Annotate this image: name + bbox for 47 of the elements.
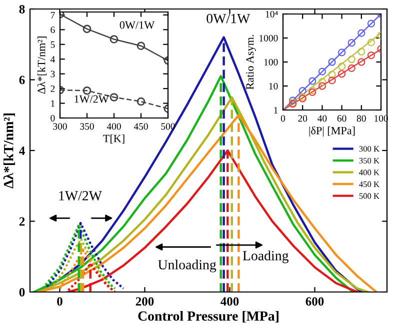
- annotation: 1W/2W: [59, 191, 102, 200]
- y-tick-label: 2: [50, 85, 55, 92]
- annotation: 1W/2W: [74, 95, 109, 103]
- y-tick-label: 6: [19, 76, 25, 84]
- x-tick-label: 60: [337, 115, 346, 122]
- y-tick-label: 4: [50, 56, 55, 62]
- annotation: 0W/1W: [206, 14, 250, 24]
- y-tick-label: 2: [19, 217, 25, 226]
- y-tick-label: 5: [50, 41, 55, 48]
- x-tick-label: 300: [53, 123, 67, 130]
- y-tick-label: 3: [50, 70, 55, 78]
- y-tick-label: 1000: [260, 34, 278, 42]
- x-axis-title: |δP| [MPa]: [309, 126, 355, 137]
- y-tick-label: 7: [50, 12, 55, 18]
- annotation: Unloading: [158, 260, 216, 272]
- legend-label: 500 K: [359, 193, 380, 199]
- x-tick-label: 40: [318, 115, 327, 122]
- y-tick-label: 4: [19, 146, 25, 155]
- legend-label: 450 K: [359, 181, 380, 188]
- x-axis-title: Control Pressure [MPa]: [138, 310, 278, 322]
- y-tick-label: 1: [274, 106, 278, 114]
- legend-label: 350 K: [359, 158, 380, 164]
- annotation: Loading: [242, 250, 288, 264]
- annotation: 0W/1W: [120, 21, 155, 29]
- legend-label: 300 K: [359, 146, 380, 152]
- y-tick-label: 1: [51, 100, 55, 107]
- y-axis-title: Ratio Asym.: [246, 34, 256, 90]
- y-tick-label: 10⁴: [266, 10, 278, 18]
- x-tick-label: 450: [134, 123, 148, 130]
- x-tick-label: 600: [306, 297, 324, 306]
- x-tick-label: 400: [106, 123, 121, 130]
- x-tick-label: 400: [220, 297, 239, 306]
- x-tick-label: 0: [57, 297, 62, 306]
- y-axis-title: Δλ*[kT/nm²]: [3, 114, 16, 188]
- y-axis-title: Δλ*[kT/nm²]: [37, 36, 47, 94]
- x-tick-label: 200: [136, 297, 154, 306]
- x-tick-label: 350: [80, 123, 94, 130]
- x-tick-label: 0: [280, 115, 286, 122]
- y-tick-label: 10: [269, 82, 278, 90]
- y-tick-label: 100: [264, 58, 278, 66]
- y-tick-label: 0: [19, 288, 25, 296]
- x-axis-title: T[K]: [103, 134, 124, 144]
- legend-label: 400 K: [359, 170, 380, 176]
- y-tick-label: 6: [50, 26, 55, 34]
- x-tick-label: 20: [298, 115, 308, 122]
- x-tick-label: 80: [356, 115, 366, 122]
- y-tick-label: 8: [19, 5, 25, 14]
